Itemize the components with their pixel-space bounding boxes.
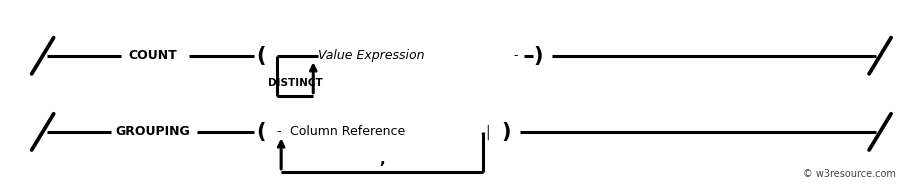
- Text: COUNT: COUNT: [129, 49, 177, 62]
- Text: DISTINCT: DISTINCT: [267, 78, 322, 88]
- Text: -│: -│: [480, 124, 492, 140]
- Text: ,: ,: [379, 152, 384, 167]
- Text: Value Expression: Value Expression: [317, 49, 424, 62]
- Text: GROUPING: GROUPING: [115, 125, 190, 138]
- Text: -: -: [277, 125, 280, 138]
- Text: © w3resource.com: © w3resource.com: [802, 169, 895, 179]
- Text: ): ): [533, 46, 542, 66]
- Text: (: (: [256, 122, 266, 142]
- Text: Column Reference: Column Reference: [290, 125, 405, 138]
- Text: ): ): [501, 122, 510, 142]
- Text: (: (: [256, 46, 266, 66]
- Text: -: -: [513, 49, 517, 62]
